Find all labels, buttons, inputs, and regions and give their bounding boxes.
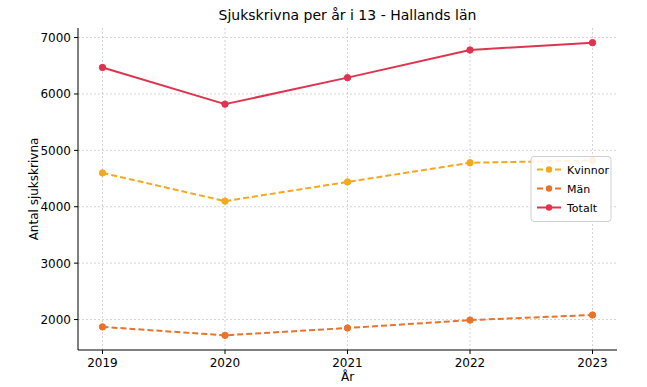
- point: [467, 47, 473, 53]
- y-tick: [74, 206, 78, 207]
- y-tick: [74, 93, 78, 94]
- x-label: År: [341, 369, 354, 384]
- legend-box: [531, 157, 611, 222]
- x-tick: [592, 350, 593, 354]
- plot-area: [99, 39, 595, 338]
- point: [589, 312, 595, 318]
- y-axis: [78, 28, 79, 350]
- x-tick: [347, 350, 348, 354]
- x-tick: [102, 350, 103, 354]
- point: [344, 74, 350, 80]
- y-label: Antal sjukskrivna: [27, 138, 41, 241]
- x-tick: [225, 350, 226, 354]
- y-tick: [74, 150, 78, 151]
- point: [99, 324, 105, 330]
- point: [99, 170, 105, 176]
- y-grid: [78, 150, 617, 151]
- x-grid: [102, 28, 103, 350]
- x-axis: [78, 350, 617, 351]
- x-tick-label: 2022: [455, 356, 486, 370]
- legend-label: Män: [567, 183, 590, 196]
- y-tick: [74, 263, 78, 264]
- x-tick: [470, 350, 471, 354]
- chart: 2000 3000 4000 5000 6000 7000 2019 2020 2021 2022…: [0, 0, 647, 387]
- legend-marker: [546, 204, 552, 210]
- title: Sjukskrivna per år i 13 - Hallands län: [219, 7, 477, 23]
- y-tick: [74, 37, 78, 38]
- series-line: [103, 315, 593, 335]
- x-grid: [470, 28, 471, 350]
- legend-label: Totalt: [566, 202, 598, 215]
- point: [99, 64, 105, 70]
- y-tick-label: 7000: [40, 31, 71, 45]
- point: [222, 198, 228, 204]
- x-tick-label: 2021: [332, 356, 363, 370]
- legend-label: Kvinnor: [567, 164, 609, 177]
- y-tick-label: 3000: [40, 257, 71, 271]
- x-tick-label: 2019: [87, 356, 118, 370]
- legend: Kvinnor Män Totalt: [531, 157, 611, 222]
- point: [344, 179, 350, 185]
- y-tick-label: 4000: [40, 200, 71, 214]
- x-tick-label: 2023: [577, 356, 608, 370]
- point: [467, 317, 473, 323]
- point: [222, 101, 228, 107]
- y-tick-label: 6000: [40, 87, 71, 101]
- legend-marker: [546, 166, 552, 172]
- y-grid: [78, 263, 617, 264]
- y-tick: [74, 319, 78, 320]
- point: [344, 325, 350, 331]
- point: [589, 39, 595, 45]
- x-tick-label: 2020: [210, 356, 241, 370]
- y-tick-label: 5000: [40, 144, 71, 158]
- legend-marker: [546, 185, 552, 191]
- point: [467, 160, 473, 166]
- series-line: [103, 43, 593, 104]
- x-grid: [225, 28, 226, 350]
- y-tick-label: 2000: [40, 313, 71, 327]
- series-line: [103, 161, 593, 202]
- y-grid: [78, 319, 617, 320]
- point: [222, 332, 228, 338]
